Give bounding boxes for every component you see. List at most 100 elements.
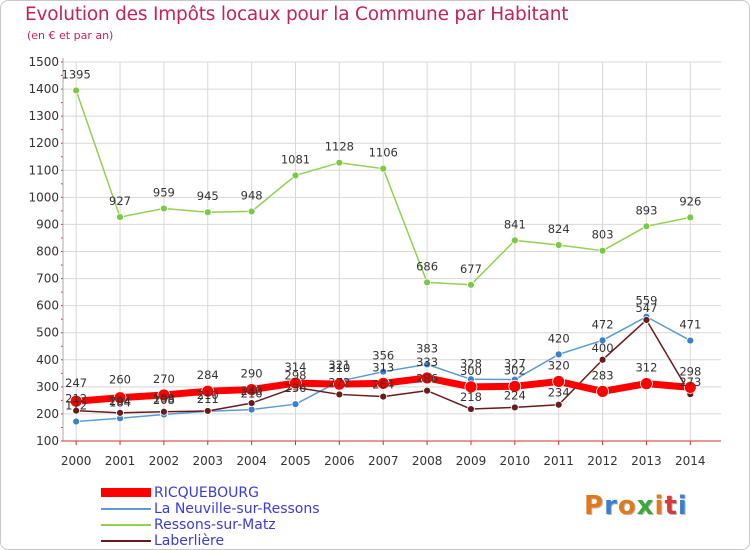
x-tick-label: 2003	[192, 454, 223, 468]
data-point	[508, 379, 522, 393]
logo-letter: t	[664, 491, 678, 521]
x-tick-label: 2012	[587, 454, 618, 468]
legend-label: Laberlière	[154, 533, 225, 549]
logo-letter: i	[677, 491, 688, 521]
data-label: 298	[285, 368, 307, 382]
data-point	[72, 417, 81, 426]
data-point	[423, 386, 431, 395]
data-label: 400	[592, 341, 614, 355]
data-label: 1128	[325, 140, 354, 154]
data-label: 327	[504, 357, 526, 371]
data-label: 333	[416, 355, 438, 369]
data-label: 270	[153, 372, 175, 386]
data-label: 926	[679, 194, 701, 208]
legend-swatch	[101, 540, 151, 542]
data-point	[598, 246, 607, 255]
x-tick-label: 2002	[149, 454, 180, 468]
x-tick-label: 2006	[324, 454, 355, 468]
y-tick-label: 500	[36, 326, 59, 340]
x-tick-label: 2010	[500, 454, 531, 468]
data-point	[69, 394, 83, 408]
data-label: 547	[635, 301, 657, 315]
data-label: 948	[241, 188, 263, 202]
data-point	[159, 407, 168, 416]
data-point	[642, 222, 651, 231]
data-label: 686	[416, 259, 438, 273]
data-label: 927	[109, 194, 131, 208]
data-point	[596, 385, 609, 398]
y-tick-label: 100	[36, 434, 59, 448]
logo-letter: x	[636, 491, 655, 521]
data-point	[423, 278, 431, 287]
data-label: 172	[65, 399, 87, 413]
data-point	[245, 383, 259, 396]
data-label: 218	[460, 390, 482, 404]
data-point	[423, 360, 431, 369]
data-point	[113, 391, 127, 405]
x-tick-label: 2007	[368, 454, 399, 468]
data-point	[201, 384, 215, 398]
data-point	[420, 371, 434, 385]
data-label: 356	[372, 349, 394, 363]
x-tick-label: 2013	[631, 454, 662, 468]
data-label: 236	[285, 381, 307, 395]
data-point	[642, 316, 651, 324]
y-tick-label: 800	[36, 245, 59, 259]
y-tick-label: 1200	[28, 136, 59, 150]
data-label: 824	[548, 222, 570, 236]
data-point	[247, 207, 256, 216]
data-point	[554, 241, 563, 249]
chart-subtitle: (en € et par an)	[27, 29, 114, 42]
data-label: 264	[372, 378, 394, 392]
data-point	[291, 171, 300, 180]
data-label: 1081	[281, 152, 310, 166]
data-point	[247, 405, 256, 414]
logo-letter: r	[604, 491, 618, 521]
y-tick-label: 1100	[28, 163, 59, 177]
data-point	[159, 204, 168, 213]
y-tick-label: 1300	[28, 109, 59, 123]
data-point	[247, 399, 256, 408]
data-point	[157, 388, 171, 402]
legend-swatch	[101, 488, 151, 497]
data-label: 273	[679, 375, 701, 389]
data-label: 313	[372, 360, 394, 374]
proxiti-logo: Proxiti	[584, 491, 688, 521]
data-label: 184	[109, 395, 131, 409]
data-point	[464, 380, 478, 394]
data-point	[686, 336, 695, 345]
logo-letter: P	[584, 491, 605, 521]
data-point	[291, 400, 300, 409]
data-label: 310	[328, 361, 350, 375]
data-point	[116, 213, 124, 222]
data-label: 841	[504, 217, 526, 231]
data-point	[379, 367, 388, 376]
data-label: 1106	[369, 146, 398, 160]
data-label: 224	[504, 388, 526, 402]
data-label: 893	[635, 203, 657, 217]
data-point	[683, 380, 697, 394]
data-label: 216	[241, 387, 263, 401]
data-point	[552, 375, 566, 388]
data-label: 803	[592, 228, 614, 242]
legend-label: La Neuville-sur-Ressons	[154, 501, 320, 517]
data-label: 302	[504, 363, 526, 377]
data-point	[598, 336, 607, 345]
x-tick-label: 2014	[675, 454, 706, 468]
data-label: 208	[153, 393, 175, 407]
data-point	[289, 376, 302, 390]
data-label: 284	[197, 368, 219, 382]
data-point	[72, 86, 81, 95]
data-label: 298	[679, 364, 701, 378]
data-point	[335, 390, 344, 399]
logo-letter: o	[617, 491, 637, 521]
data-point	[554, 400, 563, 409]
data-point	[335, 158, 344, 167]
data-label: 212	[65, 392, 87, 406]
data-label: 300	[460, 364, 482, 378]
data-point	[203, 208, 212, 217]
data-label: 210	[197, 388, 219, 402]
data-label: 290	[241, 367, 263, 381]
